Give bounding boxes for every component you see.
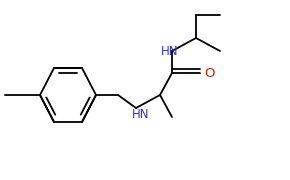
Text: HN: HN xyxy=(132,107,150,120)
Text: O: O xyxy=(205,66,215,80)
Text: HN: HN xyxy=(161,44,179,57)
